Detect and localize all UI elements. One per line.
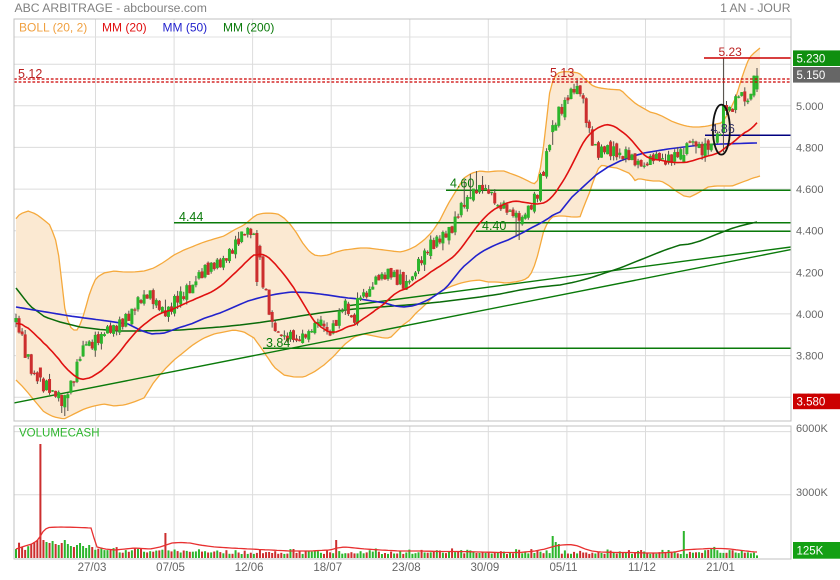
- svg-text:3.84: 3.84: [266, 336, 290, 350]
- svg-text:ABC ARBITRAGE - abcbourse.com: ABC ARBITRAGE - abcbourse.com: [15, 1, 207, 15]
- svg-text:4.40: 4.40: [482, 219, 506, 233]
- svg-text:VOLUMECASH: VOLUMECASH: [19, 428, 100, 440]
- svg-text:30/09: 30/09: [470, 562, 499, 574]
- svg-text:3.580: 3.580: [797, 397, 826, 409]
- svg-text:4.60: 4.60: [450, 177, 474, 191]
- svg-text:1 AN - JOUR: 1 AN - JOUR: [720, 1, 791, 15]
- svg-text:12/06: 12/06: [235, 562, 264, 574]
- svg-text:MM (200): MM (200): [223, 21, 274, 35]
- svg-text:5.12: 5.12: [18, 67, 42, 81]
- svg-text:4.600: 4.600: [796, 184, 824, 196]
- svg-text:5.000: 5.000: [796, 101, 824, 113]
- svg-text:11/12: 11/12: [628, 562, 656, 574]
- svg-text:5.23: 5.23: [719, 45, 743, 59]
- svg-text:4.800: 4.800: [796, 142, 824, 154]
- svg-text:4.000: 4.000: [796, 309, 824, 321]
- svg-text:4.400: 4.400: [796, 226, 824, 238]
- svg-text:4.200: 4.200: [796, 267, 824, 279]
- svg-text:23/08: 23/08: [392, 562, 421, 574]
- svg-text:4.86: 4.86: [711, 122, 735, 136]
- svg-text:5.13: 5.13: [550, 66, 574, 80]
- svg-text:05/11: 05/11: [549, 562, 577, 574]
- svg-text:07/05: 07/05: [156, 562, 185, 574]
- svg-text:BOLL (20, 2): BOLL (20, 2): [19, 21, 87, 35]
- svg-text:3000K: 3000K: [796, 487, 828, 499]
- svg-text:3.800: 3.800: [796, 351, 824, 363]
- svg-text:6000K: 6000K: [796, 423, 828, 435]
- svg-text:125K: 125K: [797, 546, 824, 558]
- svg-text:21/01: 21/01: [706, 562, 735, 574]
- svg-text:27/03: 27/03: [78, 562, 107, 574]
- svg-text:MM (50): MM (50): [163, 21, 208, 35]
- svg-text:4.44: 4.44: [179, 210, 203, 224]
- svg-text:5.230: 5.230: [797, 53, 826, 65]
- svg-text:18/07: 18/07: [313, 562, 342, 574]
- svg-text:5.150: 5.150: [797, 70, 826, 82]
- svg-text:MM (20): MM (20): [102, 21, 147, 35]
